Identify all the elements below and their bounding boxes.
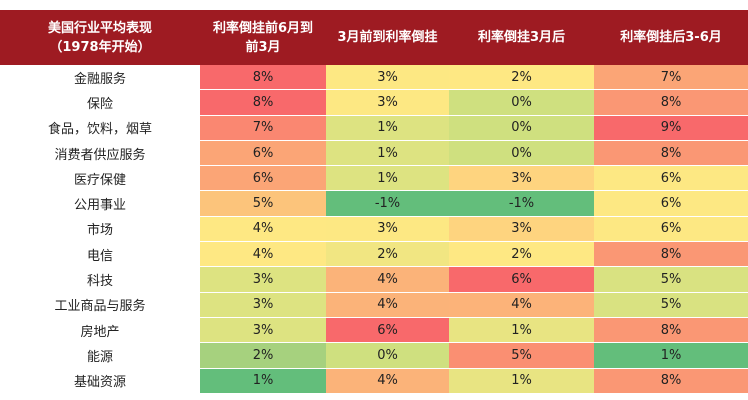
header-sector-line1: 美国行业平均表现	[47, 20, 152, 36]
sector-name: 科技	[0, 267, 200, 292]
value-cell: 4%	[200, 216, 326, 242]
header-period-2: 3月前到利率倒挂	[337, 30, 438, 45]
sector-name: 公用事业	[0, 191, 200, 216]
value-cell: 0%	[449, 140, 594, 166]
value-cell: -1%	[326, 191, 449, 216]
value-cell: 7%	[594, 65, 748, 90]
value-cell: 3%	[326, 90, 449, 115]
header-period-3: 利率倒挂3月后	[477, 30, 566, 45]
value-cell: 5%	[594, 292, 748, 317]
value-cell: 6%	[200, 140, 326, 166]
value-cell: 8%	[594, 90, 748, 115]
value-cell: 1%	[594, 343, 748, 368]
sector-name: 消费者供应服务	[0, 140, 200, 166]
value-cell: 6%	[594, 216, 748, 242]
value-cell: 3%	[200, 317, 326, 343]
value-cell: 9%	[594, 115, 748, 140]
sector-name: 医疗保健	[0, 166, 200, 191]
value-cell: 1%	[200, 368, 326, 393]
sector-name: 金融服务	[0, 65, 200, 90]
sector-name: 食品，饮料，烟草	[0, 115, 200, 140]
sector-name: 工业商品与服务	[0, 292, 200, 317]
value-cell: 6%	[449, 267, 594, 292]
table-row: 金融服务 8% 3% 2% 7%	[0, 65, 748, 91]
value-cell: 4%	[326, 368, 449, 393]
value-cell: -1%	[449, 191, 594, 216]
table-row: 基础资源 1% 4% 1% 8%	[0, 368, 748, 394]
table-row: 电信 4% 2% 2% 8%	[0, 242, 748, 268]
table-body: 金融服务 8% 3% 2% 7% 保险 8% 3% 0% 8% 食品，饮料，烟草 7% 1% 0% 9% 消费…	[0, 65, 748, 394]
table-row: 工业商品与服务 3% 4% 4% 5%	[0, 292, 748, 318]
header-period-1-line1: 利率倒挂前6月到	[212, 20, 314, 36]
table-row: 食品，饮料，烟草 7% 1% 0% 9%	[0, 115, 748, 141]
table-row: 房地产 3% 6% 1% 8%	[0, 317, 748, 344]
header-sector: 美国行业平均表现 （1978年开始）	[0, 10, 200, 65]
table-row: 科技 3% 4% 6% 5%	[0, 267, 748, 293]
value-cell: 3%	[200, 292, 326, 317]
value-cell: 5%	[449, 343, 594, 368]
value-cell: 4%	[326, 292, 449, 317]
value-cell: 3%	[200, 267, 326, 292]
value-cell: 0%	[449, 115, 594, 140]
value-cell: 1%	[326, 140, 449, 166]
value-cell: 3%	[449, 166, 594, 191]
sector-name: 电信	[0, 242, 200, 267]
value-cell: 0%	[326, 343, 449, 368]
value-cell: 8%	[200, 65, 326, 90]
value-cell: 6%	[594, 166, 748, 191]
value-cell: 1%	[326, 115, 449, 140]
table-row: 保险 8% 3% 0% 8%	[0, 90, 748, 116]
sector-name: 基础资源	[0, 368, 200, 393]
value-cell: 2%	[449, 65, 594, 90]
sector-name: 市场	[0, 216, 200, 242]
table-row: 消费者供应服务 6% 1% 0% 8%	[0, 140, 748, 167]
value-cell: 3%	[326, 216, 449, 242]
value-cell: 2%	[326, 242, 449, 267]
table-row: 能源 2% 0% 5% 1%	[0, 343, 748, 369]
sector-name: 房地产	[0, 317, 200, 343]
value-cell: 3%	[449, 216, 594, 242]
value-cell: 6%	[200, 166, 326, 191]
header-period-4: 利率倒挂后3-6月	[620, 30, 722, 45]
value-cell: 7%	[200, 115, 326, 140]
header-sector-line2: （1978年开始）	[49, 39, 151, 55]
value-cell: 1%	[449, 368, 594, 393]
value-cell: 4%	[200, 242, 326, 267]
value-cell: 4%	[449, 292, 594, 317]
value-cell: 1%	[326, 166, 449, 191]
value-cell: 4%	[326, 267, 449, 292]
value-cell: 2%	[449, 242, 594, 267]
table-row: 公用事业 5% -1% -1% 6%	[0, 191, 748, 217]
value-cell: 8%	[200, 90, 326, 115]
table-row: 市场 4% 3% 3% 6%	[0, 216, 748, 243]
value-cell: 8%	[594, 317, 748, 343]
value-cell: 3%	[326, 65, 449, 90]
value-cell: 8%	[594, 368, 748, 393]
value-cell: 5%	[594, 267, 748, 292]
value-cell: 6%	[326, 317, 449, 343]
sector-name: 保险	[0, 90, 200, 115]
value-cell: 6%	[594, 191, 748, 216]
sector-name: 能源	[0, 343, 200, 368]
table-row: 医疗保健 6% 1% 3% 6%	[0, 166, 748, 192]
value-cell: 1%	[449, 317, 594, 343]
sector-performance-table: 美国行业平均表现 （1978年开始） 利率倒挂前6月到 前3月 3月前到利率倒挂…	[0, 10, 748, 394]
value-cell: 0%	[449, 90, 594, 115]
table-header: 美国行业平均表现 （1978年开始） 利率倒挂前6月到 前3月 3月前到利率倒挂…	[0, 10, 748, 65]
value-cell: 8%	[594, 140, 748, 166]
header-period-1: 利率倒挂前6月到 前3月	[200, 10, 326, 65]
header-period-1-line2: 前3月	[245, 39, 281, 55]
value-cell: 5%	[200, 191, 326, 216]
value-cell: 8%	[594, 242, 748, 267]
value-cell: 2%	[200, 343, 326, 368]
